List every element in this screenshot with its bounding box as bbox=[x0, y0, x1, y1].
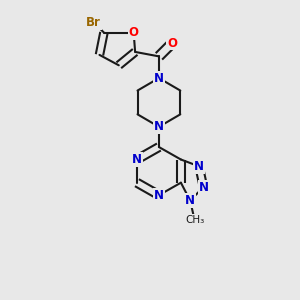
Text: N: N bbox=[154, 120, 164, 133]
Text: N: N bbox=[154, 72, 164, 85]
Text: N: N bbox=[199, 181, 208, 194]
Text: N: N bbox=[132, 153, 142, 166]
Text: O: O bbox=[129, 26, 139, 39]
Text: Br: Br bbox=[86, 16, 101, 29]
Text: N: N bbox=[185, 194, 195, 207]
Text: O: O bbox=[167, 37, 177, 50]
Text: N: N bbox=[194, 160, 204, 173]
Text: CH₃: CH₃ bbox=[185, 215, 204, 225]
Text: N: N bbox=[154, 189, 164, 202]
